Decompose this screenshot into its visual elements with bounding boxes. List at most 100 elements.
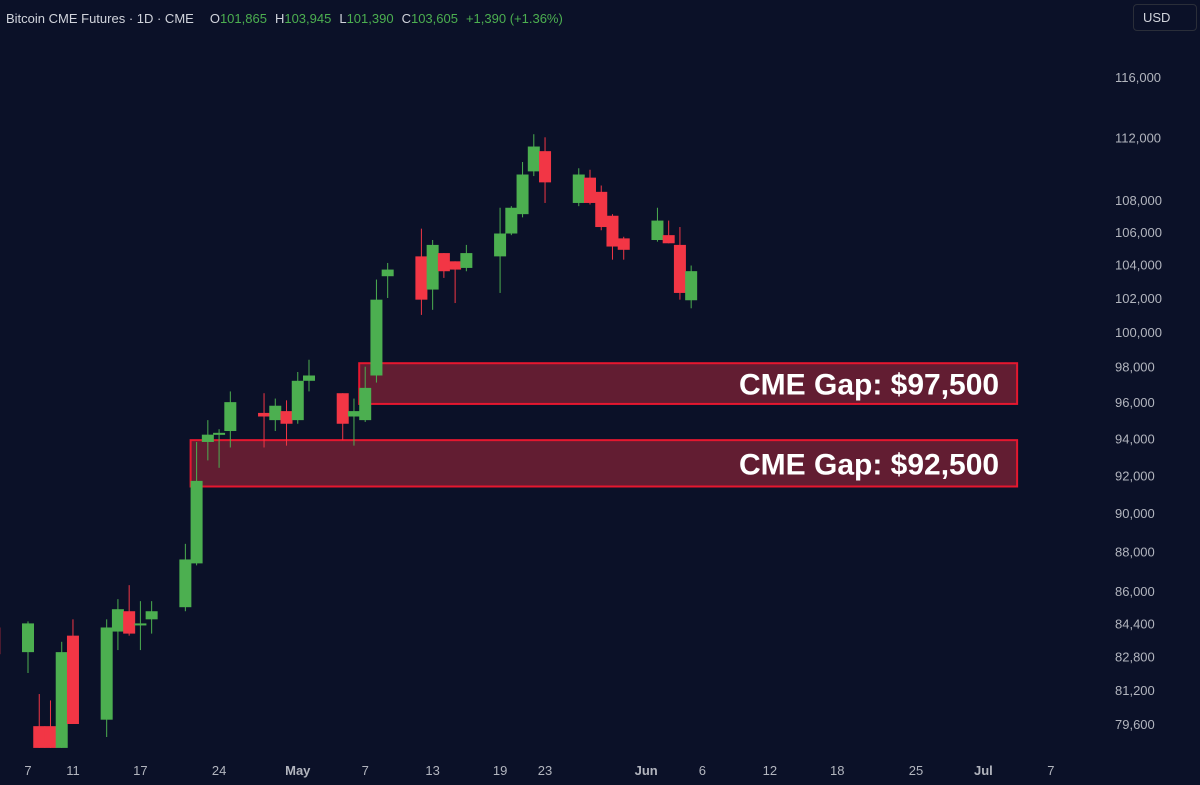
cme-gap-box: [358, 362, 1019, 405]
chart-legend: Bitcoin CME Futures · 1D · CME O 101,865 …: [6, 10, 563, 28]
candle: [516, 162, 529, 218]
candle: [460, 244, 473, 272]
candle-body: [145, 611, 158, 620]
candle-body: [449, 261, 462, 270]
high-value: 103,945: [284, 11, 332, 26]
candle: [213, 429, 226, 468]
y-tick-label: 98,000: [1115, 360, 1155, 375]
cme-gap-label: CME Gap: $97,500: [739, 369, 999, 402]
candle-body: [280, 411, 293, 424]
y-tick-label: 90,000: [1115, 506, 1155, 521]
candle-body: [213, 432, 226, 435]
candle-body: [685, 271, 698, 301]
x-tick-label: 25: [909, 763, 923, 778]
candle-body: [662, 235, 675, 244]
currency-button[interactable]: USD: [1133, 4, 1197, 31]
candle: [685, 265, 698, 309]
x-tick-label: Jun: [635, 763, 658, 778]
candle: [359, 366, 372, 422]
candle-body: [44, 726, 57, 748]
gap-annotations: CME Gap: $97,500 CME Gap: $92,500: [189, 362, 1019, 488]
candle-body: [66, 635, 79, 724]
candle: [134, 601, 147, 651]
y-tick-label: 106,000: [1115, 225, 1162, 240]
candle-body: [415, 256, 428, 300]
low-label: L: [339, 11, 347, 26]
candle-body: [111, 609, 124, 632]
y-tick-label: 79,600: [1115, 717, 1155, 732]
candle-body: [370, 299, 383, 376]
candle-body: [55, 652, 68, 748]
candle: [426, 240, 439, 310]
x-tick-label: Jul: [974, 763, 993, 778]
candle-body: [460, 253, 473, 268]
x-tick-label: 19: [493, 763, 507, 778]
symbol-label[interactable]: Bitcoin CME Futures · 1D · CME: [6, 11, 194, 26]
candle: [190, 441, 203, 566]
candle: [381, 262, 394, 298]
candle-body: [303, 375, 315, 381]
candle-body: [336, 393, 349, 424]
candle: [44, 700, 57, 748]
candle: [111, 599, 124, 651]
candle: [22, 621, 34, 673]
candle: [100, 619, 113, 737]
y-tick-label: 81,200: [1115, 683, 1155, 698]
x-tick-label: 11: [66, 763, 80, 778]
candle-body: [505, 207, 518, 234]
x-tick-label: 7: [362, 763, 369, 778]
cme-gap-box: [189, 439, 1019, 488]
candle-body: [381, 269, 394, 277]
candle: [201, 420, 214, 461]
candle-body: [516, 174, 529, 215]
candle-body: [291, 380, 304, 421]
y-tick-label: 100,000: [1115, 325, 1162, 340]
candle: [33, 694, 46, 748]
candle-body: [190, 480, 203, 564]
candle: [179, 543, 192, 612]
x-tick-label: May: [285, 763, 311, 778]
cme-gap-label: CME Gap: $92,500: [739, 448, 999, 481]
candle: [617, 236, 630, 260]
x-tick-label: 6: [699, 763, 706, 778]
y-tick-label: 84,400: [1115, 616, 1155, 631]
candle-body: [426, 244, 439, 290]
candle-body: [359, 387, 372, 421]
candle: [123, 585, 136, 636]
candle: [347, 398, 360, 446]
candle-body: [134, 623, 147, 626]
candle: [336, 393, 349, 441]
candle: [527, 134, 540, 177]
candle: [55, 641, 68, 748]
y-tick-label: 104,000: [1115, 258, 1162, 273]
y-tick-label: 116,000: [1115, 70, 1161, 85]
y-tick-label: 108,000: [1115, 193, 1162, 208]
candle: [505, 206, 518, 236]
y-axis: 116,000 112,000 108,000 106,000 104,000 102,0…: [1115, 70, 1162, 732]
open-label: O: [209, 11, 220, 26]
x-tick-label: 7: [1047, 763, 1054, 778]
candle-body: [527, 146, 540, 172]
candle: [572, 168, 585, 207]
candle: [449, 261, 462, 304]
y-tick-label: 102,000: [1115, 291, 1162, 306]
candle: [303, 359, 315, 392]
x-axis: 7 11 17 24 May 7 13 19 23 Jun 6 12 18 25 Jul 7: [24, 763, 1054, 778]
candle: [437, 253, 450, 278]
candle-body: [201, 434, 214, 442]
close-label: C: [401, 11, 411, 26]
y-tick-label: 96,000: [1115, 395, 1155, 410]
x-tick-label: 17: [133, 763, 147, 778]
low-value: 101,390: [346, 11, 394, 26]
x-tick-label: 23: [538, 763, 552, 778]
candle-body: [437, 253, 450, 272]
candle: [66, 619, 79, 724]
open-value: 101,865: [219, 11, 267, 26]
candle: [584, 169, 596, 205]
candle-body: [269, 405, 282, 421]
y-tick-label: 82,800: [1115, 649, 1155, 664]
candle-body: [123, 611, 136, 634]
x-tick-label: 18: [830, 763, 844, 778]
candle: [595, 185, 608, 231]
